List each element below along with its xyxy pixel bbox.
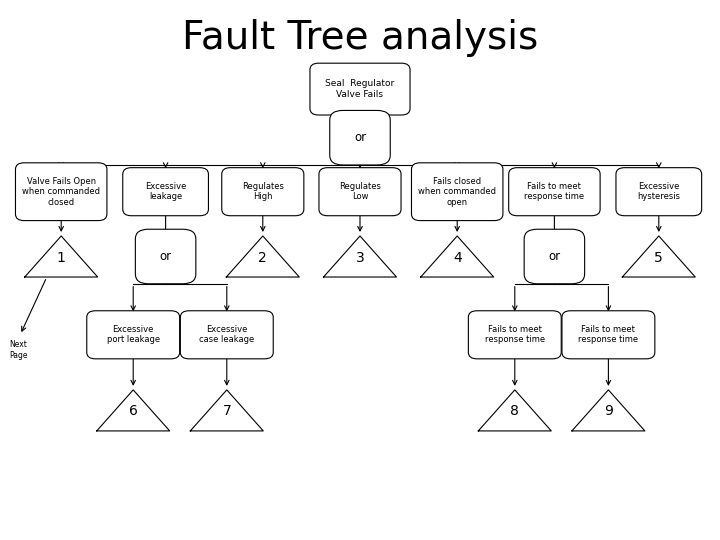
- Text: 6: 6: [129, 404, 138, 418]
- FancyBboxPatch shape: [16, 163, 107, 220]
- Text: 9: 9: [604, 404, 613, 418]
- FancyBboxPatch shape: [524, 229, 585, 284]
- Text: Fails to meet
response time: Fails to meet response time: [578, 325, 639, 345]
- Text: Excessive
hysteresis: Excessive hysteresis: [637, 182, 680, 201]
- FancyBboxPatch shape: [319, 167, 401, 215]
- Text: 8: 8: [510, 404, 519, 418]
- Text: Seal  Regulator
Valve Fails: Seal Regulator Valve Fails: [325, 79, 395, 99]
- Text: 4: 4: [453, 251, 462, 265]
- Text: Regulates
Low: Regulates Low: [339, 182, 381, 201]
- Text: Fails to meet
response time: Fails to meet response time: [485, 325, 545, 345]
- Text: Fails closed
when commanded
open: Fails closed when commanded open: [418, 177, 496, 207]
- Text: 1: 1: [57, 251, 66, 265]
- FancyBboxPatch shape: [181, 311, 274, 359]
- Text: or: or: [160, 250, 171, 263]
- FancyBboxPatch shape: [468, 311, 562, 359]
- FancyBboxPatch shape: [562, 311, 655, 359]
- Text: or: or: [549, 250, 560, 263]
- FancyBboxPatch shape: [330, 111, 390, 165]
- Text: Excessive
case leakage: Excessive case leakage: [199, 325, 254, 345]
- Text: Regulates
High: Regulates High: [242, 182, 284, 201]
- FancyBboxPatch shape: [412, 163, 503, 220]
- FancyBboxPatch shape: [122, 167, 209, 215]
- FancyBboxPatch shape: [508, 167, 600, 215]
- Text: or: or: [354, 131, 366, 144]
- Text: 7: 7: [222, 404, 231, 418]
- Text: 2: 2: [258, 251, 267, 265]
- Text: Fails to meet
response time: Fails to meet response time: [524, 182, 585, 201]
- Text: Excessive
port leakage: Excessive port leakage: [107, 325, 160, 345]
- FancyBboxPatch shape: [222, 167, 304, 215]
- FancyBboxPatch shape: [310, 63, 410, 115]
- Text: Valve Fails Open
when commanded
closed: Valve Fails Open when commanded closed: [22, 177, 100, 207]
- Text: Excessive
leakage: Excessive leakage: [145, 182, 186, 201]
- Text: Fault Tree analysis: Fault Tree analysis: [182, 19, 538, 57]
- FancyBboxPatch shape: [135, 229, 196, 284]
- Text: Next
Page: Next Page: [9, 340, 27, 360]
- FancyBboxPatch shape: [87, 311, 180, 359]
- Text: 3: 3: [356, 251, 364, 265]
- Text: 5: 5: [654, 251, 663, 265]
- FancyBboxPatch shape: [616, 167, 701, 215]
